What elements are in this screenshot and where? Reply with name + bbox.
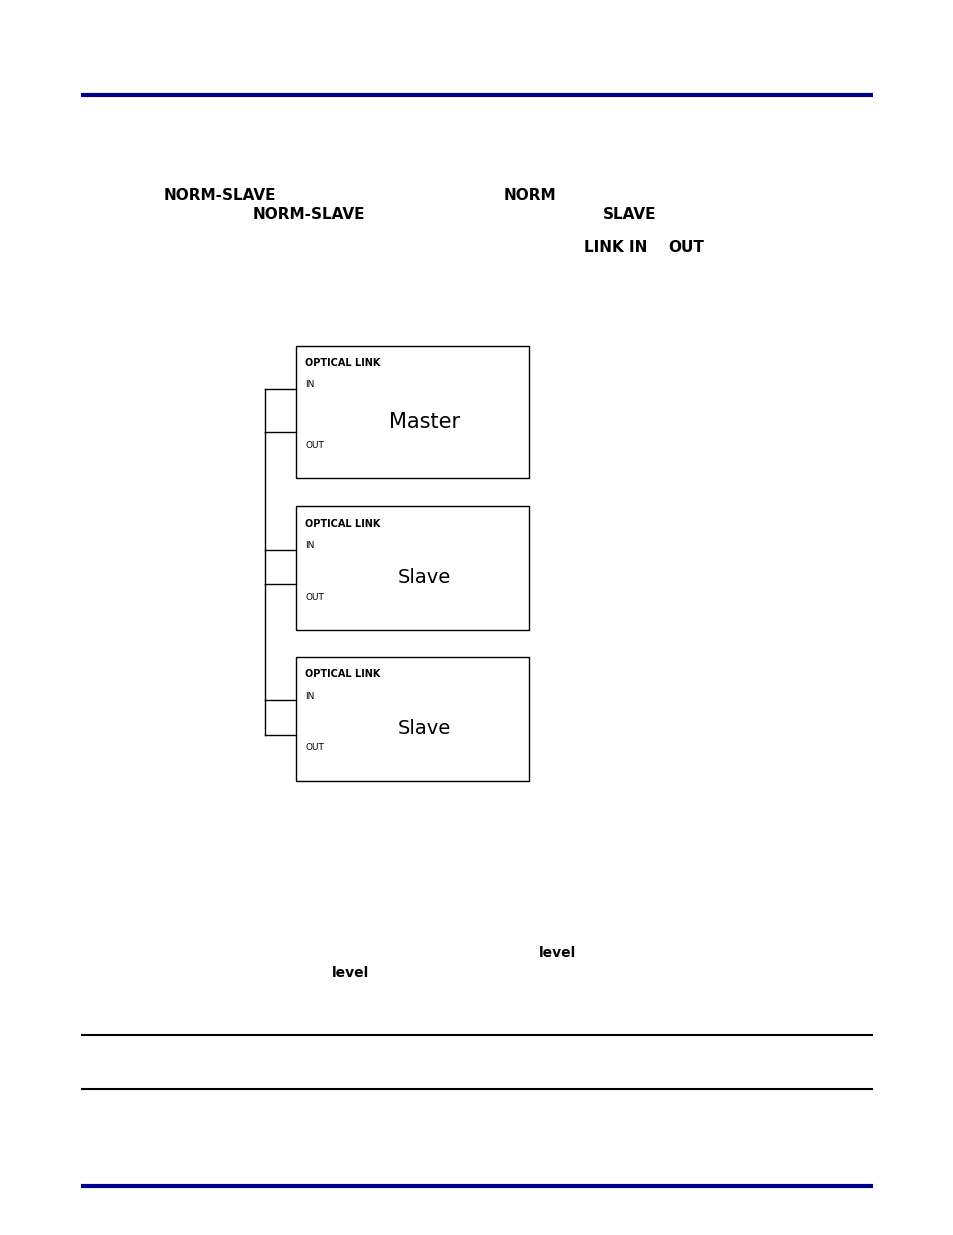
Text: OPTICAL LINK: OPTICAL LINK: [305, 519, 380, 529]
Text: NORM-SLAVE: NORM-SLAVE: [253, 207, 365, 222]
Text: IN: IN: [305, 380, 314, 389]
Text: IN: IN: [305, 541, 314, 550]
Text: SLAVE: SLAVE: [602, 207, 656, 222]
Text: OUT: OUT: [305, 743, 324, 752]
Text: level: level: [332, 966, 369, 981]
Text: OUT: OUT: [305, 593, 324, 601]
Text: Slave: Slave: [397, 568, 451, 588]
Text: IN: IN: [305, 692, 314, 700]
Text: Master: Master: [388, 412, 459, 432]
Text: OUT: OUT: [667, 240, 703, 254]
Text: LINK IN: LINK IN: [583, 240, 646, 254]
Bar: [295, 506, 529, 630]
Text: OUT: OUT: [305, 441, 324, 450]
Text: level: level: [538, 946, 576, 961]
Text: OPTICAL LINK: OPTICAL LINK: [305, 669, 380, 679]
Bar: [295, 657, 529, 781]
Text: NORM-SLAVE: NORM-SLAVE: [164, 188, 276, 203]
Bar: [295, 346, 529, 478]
Text: OPTICAL LINK: OPTICAL LINK: [305, 358, 380, 368]
Text: NORM: NORM: [503, 188, 556, 203]
Text: Slave: Slave: [397, 719, 451, 739]
